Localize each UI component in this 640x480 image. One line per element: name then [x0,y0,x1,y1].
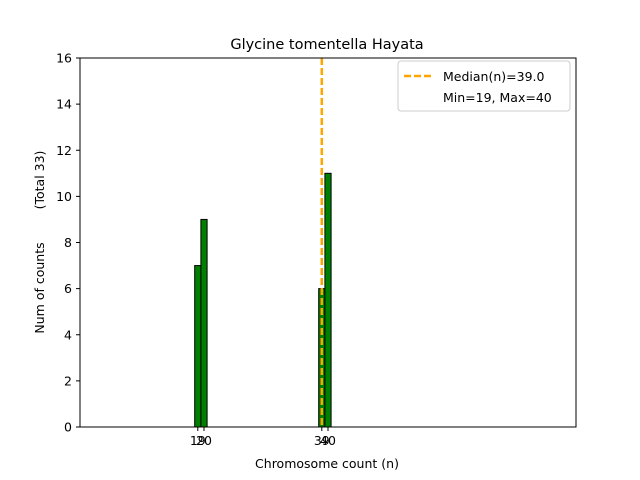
y-tick-label: 16 [56,51,72,66]
legend-box [397,60,571,112]
legend-median-label: Median(n)=39.0 [443,69,544,84]
y-tick-label: 12 [56,143,72,158]
y-tick-label: 6 [64,281,72,296]
histogram-bar [194,265,202,428]
y-tick-label: 0 [64,420,72,435]
y-tick-label: 10 [56,189,72,204]
histogram-bar [324,172,332,428]
chart-title: Glycine tomentella Hayata [230,37,423,53]
y-tick-label: 4 [64,327,72,342]
y-axis-label: Num of counts [32,242,47,333]
y-tick-label: 8 [64,235,72,250]
y-tick-label: 14 [56,97,72,112]
y-tick-label: 2 [64,373,72,388]
histogram-bar [200,218,208,428]
x-axis-label: Chromosome count (n) [255,456,399,471]
y-axis-total-label: (Total 33) [32,151,47,210]
x-tick-label: 19 [190,433,206,448]
x-tick-label: 40 [320,433,336,448]
legend: Median(n)=39.0 Min=19, Max=40 [397,60,571,112]
x-tick-label: 20 [196,433,212,448]
x-tick-label: 39 [314,433,330,448]
legend-minmax-label: Min=19, Max=40 [443,90,552,105]
